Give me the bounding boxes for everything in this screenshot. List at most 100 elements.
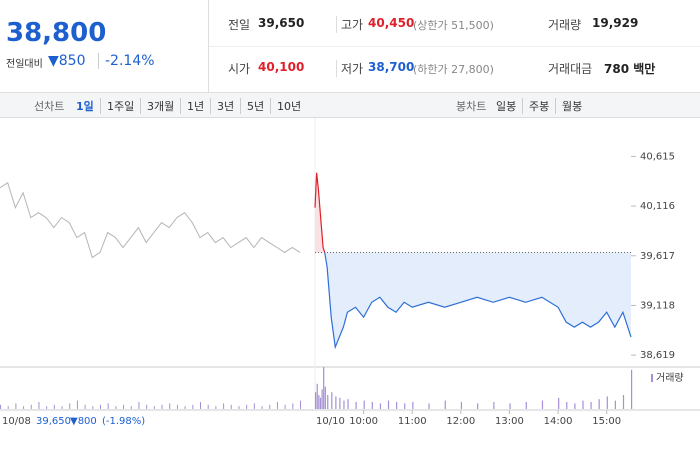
previous-rate: (-1.98%) <box>102 416 145 427</box>
volume-bar <box>622 395 625 409</box>
volume-bar <box>46 406 48 409</box>
stat-label: 전일 <box>228 18 251 32</box>
tab[interactable]: 월봉 <box>555 98 582 114</box>
volume-bar <box>347 399 349 409</box>
volume-bar <box>207 404 209 409</box>
volume-bar <box>169 403 171 409</box>
stat-label: 시가 <box>228 62 251 76</box>
volume-bar <box>84 404 86 409</box>
divider <box>209 46 700 47</box>
x-tick-label: 10:00 <box>349 416 378 427</box>
tab[interactable]: 주봉 <box>522 98 549 114</box>
volume-bar <box>261 406 263 409</box>
volume-bar <box>339 397 341 409</box>
date-label: 10/08 <box>2 416 31 427</box>
volume-bar <box>230 404 232 409</box>
stat-note: (하한가 27,800) <box>413 63 494 76</box>
stat-note: (상한가 51,500) <box>413 19 494 32</box>
y-tick-label: 40,615 <box>640 151 675 162</box>
stat-value: 39,650 <box>258 16 305 30</box>
stat-value: 40,100 <box>258 60 305 74</box>
y-tick-label: 38,619 <box>640 350 675 361</box>
volume-bar <box>130 406 132 409</box>
volume-bar <box>598 399 600 409</box>
volume-bar <box>335 396 337 409</box>
tab-bar <box>0 93 700 118</box>
area-down <box>315 252 631 348</box>
previous-line <box>0 181 301 259</box>
volume-bar <box>107 403 109 409</box>
legend-swatch <box>651 374 653 382</box>
volume-bar <box>53 404 55 409</box>
volume-bar <box>200 402 201 409</box>
tab[interactable]: 3년 <box>210 98 234 114</box>
x-tick-label: 15:00 <box>592 416 621 427</box>
volume-bar <box>631 369 633 409</box>
tab[interactable]: 5년 <box>240 98 264 114</box>
stat-value: 38,700 <box>368 60 415 74</box>
legend-label: 거래량 <box>656 372 684 384</box>
stat-value: 40,450 <box>368 16 415 30</box>
volume-bar <box>327 395 329 409</box>
volume-bar <box>316 383 318 409</box>
volume-bar <box>428 403 430 409</box>
volume-bar <box>161 404 163 409</box>
volume-bar <box>238 406 240 409</box>
date-label: 10/10 <box>316 416 345 427</box>
stat-label: 고가 <box>336 16 363 33</box>
x-tick-label: 14:00 <box>544 416 573 427</box>
volume-bar <box>396 402 398 409</box>
volume-bar <box>493 402 495 409</box>
x-tick-label: 12:00 <box>446 416 475 427</box>
volume-bar <box>292 403 294 409</box>
tab[interactable]: 3개월 <box>140 98 174 114</box>
stat-label: 거래대금 <box>548 62 593 76</box>
volume-bar <box>321 389 323 409</box>
volume-bar <box>246 404 248 409</box>
volume-bar <box>379 403 382 409</box>
volume-bar <box>7 406 9 409</box>
tab[interactable]: 1주일 <box>100 98 134 114</box>
volume-bar <box>69 403 71 409</box>
volume-bar <box>319 397 322 409</box>
change-rate: -2.14% <box>98 53 155 69</box>
volume-bar <box>269 404 271 409</box>
volume-bar <box>100 404 101 409</box>
stat-value: 780 백만 <box>604 62 656 76</box>
price: 38,800 <box>6 18 107 48</box>
volume-bar <box>460 402 463 409</box>
volume-bar <box>115 406 117 409</box>
chart: 40,615 40,116 39,617 39,118 38,619 10:00 11:00… <box>0 118 700 427</box>
change-label: 전일대비 <box>6 59 43 70</box>
volume-bar <box>76 400 78 409</box>
summary <box>0 0 700 93</box>
x-tick-label: 11:00 <box>398 416 427 427</box>
volume-bar <box>153 406 155 409</box>
volume-bar <box>574 403 576 409</box>
y-tick-label: 40,116 <box>640 201 675 212</box>
volume-bar <box>284 404 286 409</box>
volume-bar <box>355 402 357 409</box>
tab[interactable]: 일봉 <box>496 100 517 113</box>
volume-bar <box>541 400 544 409</box>
volume-bar <box>192 404 194 409</box>
volume-bar <box>138 402 140 409</box>
divider <box>208 0 209 93</box>
volume-bar <box>509 403 511 409</box>
volume-bar <box>363 400 365 409</box>
stat-value: 19,929 <box>592 16 639 30</box>
volume-bar <box>38 402 40 409</box>
stat-label: 거래량 <box>548 18 582 32</box>
volume-bar <box>343 400 345 409</box>
volume-bar <box>253 403 255 409</box>
previous-change: ▼800 <box>70 416 97 427</box>
volume-bar <box>123 404 125 409</box>
tab[interactable]: 10년 <box>270 98 301 114</box>
x-tick-label: 13:00 <box>495 416 524 427</box>
tab[interactable]: 1일 <box>76 100 94 113</box>
volume-bar <box>558 397 560 409</box>
volume-bar <box>0 404 1 409</box>
tab[interactable]: 1년 <box>180 98 204 114</box>
volume-bar <box>223 403 225 409</box>
volume-bar <box>276 402 278 409</box>
